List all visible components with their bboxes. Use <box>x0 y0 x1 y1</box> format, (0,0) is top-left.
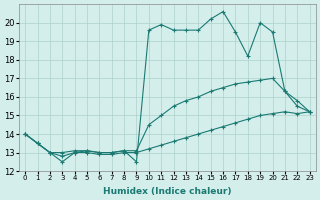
X-axis label: Humidex (Indice chaleur): Humidex (Indice chaleur) <box>103 187 232 196</box>
